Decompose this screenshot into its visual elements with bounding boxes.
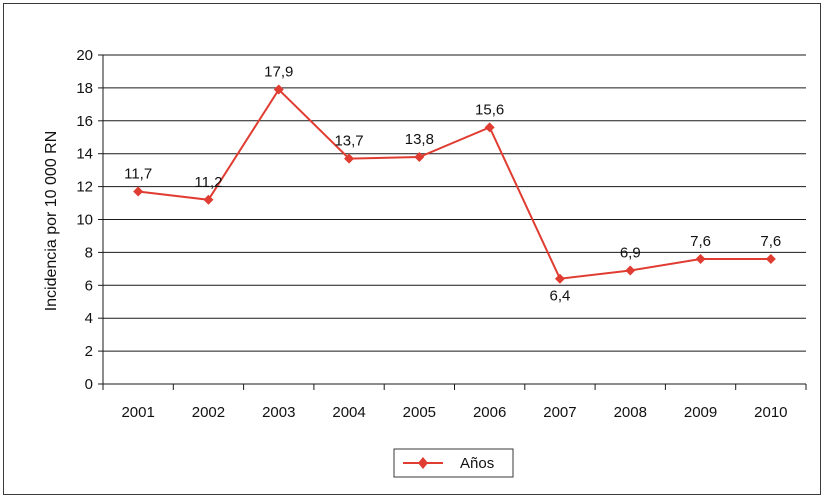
legend-label: Años bbox=[460, 455, 494, 472]
data-label: 7,6 bbox=[760, 233, 781, 250]
x-tick-label: 2001 bbox=[121, 404, 154, 421]
data-label: 6,9 bbox=[620, 244, 641, 261]
data-point-marker bbox=[554, 273, 565, 284]
y-tick-label: 10 bbox=[76, 212, 93, 229]
y-tick-label: 18 bbox=[76, 80, 93, 97]
legend: Años bbox=[393, 448, 514, 478]
data-label: 6,4 bbox=[550, 288, 571, 305]
y-tick-labels: 0 2 4 6 8 10 12 14 16 18 20 bbox=[76, 47, 93, 393]
y-tick-label: 16 bbox=[76, 113, 93, 130]
data-point-marker bbox=[203, 194, 214, 205]
data-point-marker bbox=[344, 153, 355, 164]
series-anos bbox=[133, 84, 776, 284]
x-tick-label: 2005 bbox=[403, 404, 436, 421]
data-labels: 11,7 11,2 17,9 13,7 13,8 15,6 6,4 6,9 7,6 7,6 bbox=[124, 64, 781, 305]
x-tick-label: 2007 bbox=[543, 404, 576, 421]
x-tick-label: 2008 bbox=[614, 404, 647, 421]
y-tick-label: 6 bbox=[85, 277, 93, 294]
x-tick-label: 2010 bbox=[754, 404, 787, 421]
data-label: 7,6 bbox=[690, 233, 711, 250]
chart-frame bbox=[3, 3, 821, 495]
data-label: 15,6 bbox=[475, 101, 504, 118]
data-label: 13,7 bbox=[334, 133, 363, 150]
data-point-marker bbox=[695, 253, 706, 264]
x-tick-label: 2004 bbox=[332, 404, 365, 421]
legend-marker-diamond bbox=[418, 457, 428, 469]
axes bbox=[98, 54, 807, 390]
x-tick-labels: 2001 2002 2003 2004 2005 2006 2007 2008 2009 2010 bbox=[121, 404, 787, 421]
data-label: 13,8 bbox=[405, 131, 434, 148]
y-tick-label: 14 bbox=[76, 146, 93, 163]
y-tick-label: 0 bbox=[85, 376, 93, 393]
data-point-marker bbox=[484, 122, 495, 133]
x-tick-label: 2009 bbox=[684, 404, 717, 421]
y-tick-label: 4 bbox=[85, 310, 93, 327]
data-label: 17,9 bbox=[264, 64, 293, 81]
y-tick-label: 12 bbox=[76, 179, 93, 196]
y-tick-label: 20 bbox=[76, 47, 93, 64]
x-tick-label: 2002 bbox=[192, 404, 225, 421]
data-label: 11,2 bbox=[194, 174, 222, 191]
data-point-marker bbox=[414, 151, 425, 162]
y-tick-label: 8 bbox=[85, 244, 93, 261]
data-point-marker bbox=[133, 186, 144, 197]
y-axis-title: Incidencia por 10 000 RN bbox=[43, 131, 60, 312]
x-tick-label: 2006 bbox=[473, 404, 506, 421]
data-point-marker bbox=[765, 253, 776, 264]
grid-lines bbox=[103, 54, 806, 352]
y-tick-label: 2 bbox=[85, 343, 93, 360]
data-point-marker bbox=[625, 265, 636, 276]
x-tick-label: 2003 bbox=[262, 404, 295, 421]
data-label: 11,7 bbox=[124, 166, 152, 183]
data-point-marker bbox=[273, 84, 284, 95]
series-line bbox=[138, 87, 771, 280]
